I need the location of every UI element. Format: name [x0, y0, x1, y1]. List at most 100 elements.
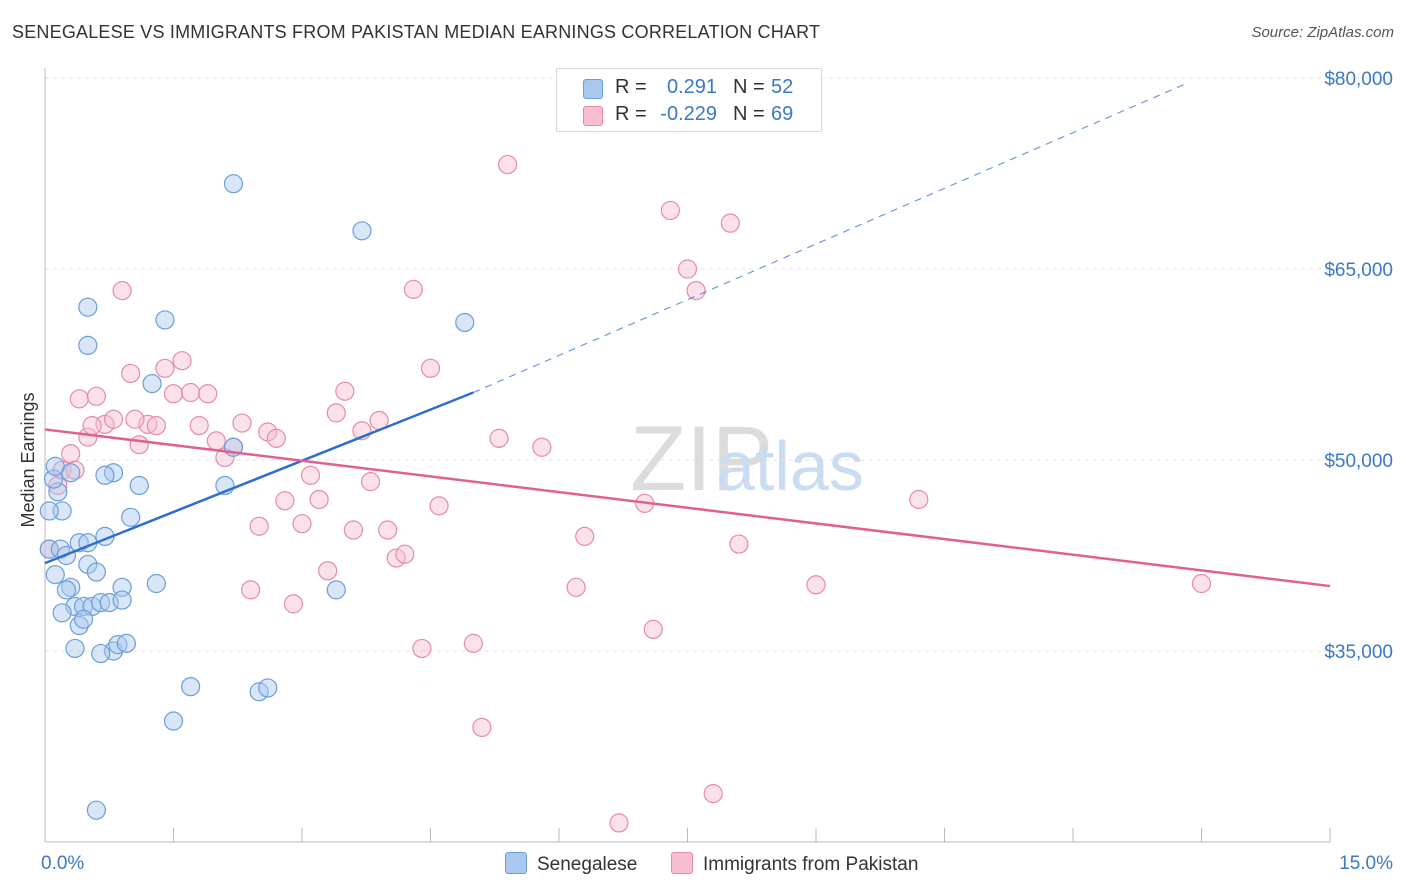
pakistan-point [643, 619, 663, 639]
n-value: 52 [771, 76, 794, 98]
tick-labels: $35,000 $50,000 $65,000 $80,000 0.0% 15.0% [41, 69, 1393, 874]
pakistan-point [163, 384, 184, 404]
trend-lines [44, 83, 1331, 588]
legend-row-pakistan: R = -0.229 N = 69 [557, 100, 821, 128]
pakistan-point [266, 428, 286, 448]
watermark-zip: ZIP [630, 408, 773, 510]
pakistan-point [472, 717, 492, 738]
r-value: -0.229 [660, 103, 717, 125]
pakistan-point [69, 389, 89, 409]
pakistan-point [729, 534, 749, 554]
senegalese-point [73, 609, 94, 629]
pakistan-point [403, 279, 423, 299]
pakistan-point [181, 382, 201, 403]
pakistan-point [686, 281, 706, 301]
senegalese-swatch [583, 79, 603, 99]
pakistan-point [172, 351, 192, 371]
senegalese-point [163, 711, 184, 731]
legend-label: Immigrants from Pakistan [703, 854, 919, 875]
senegalese-point [95, 465, 115, 485]
pakistan-point [318, 561, 338, 581]
pakistan-point [103, 409, 124, 429]
y-tick-label: $65,000 [1324, 260, 1393, 281]
pakistan-point [155, 358, 175, 378]
pakistan-point [198, 384, 218, 404]
senegalese-point [65, 638, 85, 659]
senegalese-point [39, 539, 59, 559]
pakistan-point [335, 381, 355, 401]
bottom-legend-pakistan: Immigrants from Pakistan [671, 852, 918, 876]
pakistan-point [82, 416, 102, 436]
x-tick-label: 0.0% [41, 853, 84, 874]
pakistan-point [463, 633, 483, 653]
senegalese-point [52, 603, 72, 623]
pakistan-point [283, 594, 304, 614]
senegalese-points [39, 174, 475, 820]
pakistan-point [677, 259, 698, 279]
correlation-legend: R = 0.291 N = 52 R = -0.229 N = 69 [556, 68, 822, 132]
watermark-atlas: atlas [716, 427, 864, 505]
pakistan-point [429, 496, 449, 516]
pakistan-points [39, 154, 1212, 833]
pakistan-point [300, 465, 321, 485]
senegalese-point [86, 800, 107, 820]
pakistan-point [806, 575, 826, 595]
pakistan-point [343, 520, 363, 540]
senegalese-point [78, 335, 98, 355]
senegalese-point [455, 312, 475, 333]
pakistan-point [121, 363, 141, 384]
pakistan-swatch [583, 106, 603, 126]
senegalese-point [155, 310, 175, 330]
senegalese-point [146, 573, 166, 594]
senegalese-point [45, 456, 65, 476]
senegalese-swatch [505, 852, 527, 874]
pakistan-point [249, 516, 269, 536]
senegalese-point [56, 580, 77, 600]
senegalese-point [39, 501, 59, 521]
pakistan-point [1191, 573, 1212, 594]
pakistan-point [575, 526, 595, 547]
pakistan-point [412, 638, 432, 659]
y-tick-label: $80,000 [1324, 69, 1393, 90]
pakistan-point [61, 444, 81, 464]
gridlines [45, 77, 1395, 652]
pakistan-point [129, 435, 149, 455]
y-axis-label: Median Earnings [18, 392, 38, 527]
pakistan-point [275, 491, 295, 511]
pakistan-point [146, 416, 166, 436]
pakistan-point [125, 409, 145, 429]
pakistan-point [703, 784, 723, 804]
senegalese-point [45, 564, 65, 585]
r-label: R = [615, 103, 647, 125]
pakistan-point [112, 281, 132, 301]
pakistan-point [378, 520, 398, 540]
legend-label: Senegalese [537, 854, 638, 875]
pakistan-point [309, 489, 329, 510]
pakistan-point [660, 200, 680, 221]
pakistan-point [609, 813, 629, 833]
senegalese-point [48, 482, 68, 502]
pakistan-point [78, 427, 98, 447]
pakistan-point [909, 489, 929, 510]
senegalese-point [326, 580, 346, 600]
pakistan-point [86, 386, 107, 406]
pakistan-trend-line [44, 428, 1331, 588]
pakistan-swatch [671, 852, 693, 874]
n-label: N = [733, 103, 765, 125]
pakistan-point [360, 472, 381, 492]
senegalese-point [112, 590, 132, 610]
pakistan-point [489, 428, 509, 448]
senegalese-point [352, 221, 372, 241]
pakistan-point [292, 514, 312, 534]
legend-row-senegalese: R = 0.291 N = 52 [557, 73, 821, 101]
pakistan-point [420, 358, 441, 378]
senegalese-point [223, 174, 244, 194]
senegalese-point [129, 475, 149, 496]
pakistan-point [232, 413, 252, 433]
senegalese-point [258, 678, 278, 698]
senegalese-point [86, 562, 107, 582]
senegalese-trend-line [44, 391, 474, 565]
x-tick-label: 15.0% [1339, 853, 1393, 874]
senegalese-point [181, 677, 201, 697]
